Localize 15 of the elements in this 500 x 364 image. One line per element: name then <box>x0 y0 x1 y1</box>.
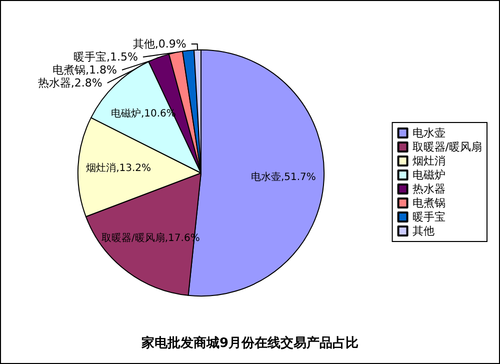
text: 家电批发商城9月份在线交易产品占比 <box>140 335 359 351</box>
data-label: 暖手宝,1.5% <box>74 50 138 64</box>
legend-label: 烟灶消 <box>412 154 446 168</box>
data-label: 烟灶消,13.2% <box>86 162 152 174</box>
data-label: 其他,0.9% <box>132 37 186 50</box>
legend-label: 电煮锅 <box>412 196 446 210</box>
legend-label: 暖手宝 <box>412 210 446 224</box>
legend-label: 取暖器/暖风扇 <box>412 140 482 154</box>
data-label: 电煮锅,1.8% <box>52 63 117 76</box>
legend-label: 热水器 <box>412 182 446 196</box>
legend-label: 其他 <box>412 224 434 238</box>
data-label: 电水壶,51.7% <box>250 170 316 183</box>
legend-label: 电水壶 <box>412 126 446 140</box>
data-label: 热水器,2.8% <box>38 76 102 90</box>
legend-label: 电磁炉 <box>412 168 446 182</box>
